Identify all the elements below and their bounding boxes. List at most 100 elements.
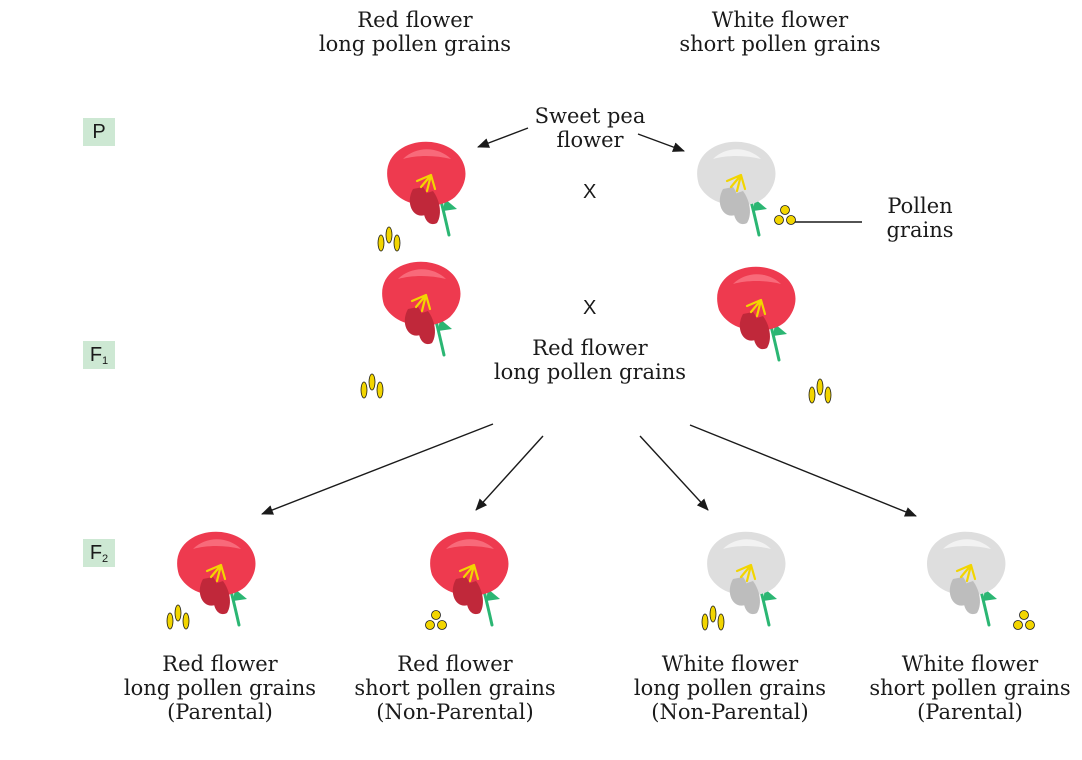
pollen-long-f2-white-long	[701, 605, 725, 631]
f2-2-line3: (Non-Parental)	[376, 700, 534, 724]
pollen-short-f2-white-short	[1013, 610, 1035, 630]
flower-keel-petal	[743, 581, 760, 615]
f2-3-line3: (Non-Parental)	[651, 700, 809, 724]
pollen-grain-long	[376, 381, 384, 399]
pollen-long-f1-left	[360, 373, 384, 399]
generation-p-letter: P	[92, 121, 106, 143]
arrow-to-f2-red-short	[475, 435, 544, 511]
pollen-grain-long	[709, 605, 717, 623]
f1-label: Red flower long pollen grains	[490, 336, 690, 384]
pollen-grain-long	[816, 378, 824, 396]
flower-petal-highlight	[733, 274, 781, 284]
f2-label-white-long: White flower long pollen grains (Non-Par…	[620, 652, 840, 724]
flower-keel-petal	[213, 581, 230, 615]
flower-petal-highlight	[193, 539, 241, 549]
pollen-grain-long	[808, 386, 816, 404]
pollen-line1: Pollen	[887, 194, 953, 218]
flower-keel-petal	[733, 191, 750, 225]
arrow-to-f2-white-long	[639, 435, 709, 511]
pollen-grain-long	[377, 234, 385, 252]
flower-f2-red-long	[177, 531, 256, 627]
pollen-grain-short	[437, 620, 447, 630]
f1-line1: Red flower	[532, 336, 648, 360]
flower-f1-right	[717, 266, 796, 362]
pollen-grain-short	[425, 620, 435, 630]
generation-f1-sub: 1	[102, 355, 109, 367]
flower-p-white	[697, 141, 776, 237]
flower-center	[415, 173, 437, 193]
pollen-grain-short	[1019, 610, 1029, 620]
pollen-grain-long	[717, 613, 725, 631]
parent-red-label: Red flower long pollen grains	[310, 8, 520, 56]
f2-label-red-long: Red flower long pollen grains (Parental)	[110, 652, 330, 724]
flower-petal-highlight	[403, 149, 451, 159]
f1-line2: long pollen grains	[493, 360, 687, 384]
pollen-long-f1-right	[808, 378, 832, 404]
cross-symbol-f1: X	[583, 297, 597, 319]
sweet-pea-line1: Sweet pea	[534, 104, 646, 128]
pollen-grain-long	[701, 613, 709, 631]
pollen-grain-long	[368, 373, 376, 391]
flower-center	[735, 563, 757, 583]
f2-2-line2: short pollen grains	[354, 676, 556, 700]
pollen-grains-label: Pollen grains	[860, 194, 980, 242]
pollen-grain-short	[774, 215, 784, 225]
arrow-to-f2-white-short	[689, 424, 917, 517]
generation-f2-sub: 2	[102, 553, 109, 565]
sweet-pea-label: Sweet pea flower	[510, 104, 670, 152]
flower-keel-petal	[753, 316, 770, 350]
flower-f1-left	[382, 261, 461, 357]
pollen-grain-short	[431, 610, 441, 620]
flower-center	[458, 563, 480, 583]
f2-4-line1: White flower	[901, 652, 1039, 676]
flower-p-red	[387, 141, 466, 237]
flower-petal-highlight	[943, 539, 991, 549]
generation-f2-letter: F	[89, 542, 103, 564]
f2-label-white-short: White flower short pollen grains (Parent…	[858, 652, 1082, 724]
pollen-grain-short	[1013, 620, 1023, 630]
pollen-long-p-red	[377, 226, 401, 252]
f2-1-line3: (Parental)	[167, 700, 273, 724]
f2-4-line2: short pollen grains	[869, 676, 1071, 700]
pollen-grain-long	[182, 612, 190, 630]
flower-f2-white-long	[707, 531, 786, 627]
flower-petal-highlight	[713, 149, 761, 159]
pollen-line2: grains	[886, 218, 954, 242]
flower-keel-petal	[418, 311, 435, 345]
sweet-pea-line2: flower	[556, 128, 624, 152]
f2-2-line1: Red flower	[397, 652, 513, 676]
pollen-grain-short	[786, 215, 796, 225]
flower-center	[205, 563, 227, 583]
flower-petal-highlight	[398, 269, 446, 279]
generation-f1-letter: F	[89, 344, 103, 366]
f2-label-red-short: Red flower short pollen grains (Non-Pare…	[340, 652, 570, 724]
generation-p-badge: P	[83, 118, 115, 146]
pollen-long-f2-red-long	[166, 604, 190, 630]
parent-red-line1: Red flower	[357, 8, 473, 32]
flower-petal-highlight	[723, 539, 771, 549]
arrow-sweet-pea-to-red	[477, 127, 529, 148]
flower-f2-white-short	[927, 531, 1006, 627]
pollen-short-f2-red-short	[425, 610, 447, 630]
f2-1-line2: long pollen grains	[123, 676, 317, 700]
f2-4-line3: (Parental)	[917, 700, 1023, 724]
parent-white-line2: short pollen grains	[679, 32, 881, 56]
pollen-grain-long	[166, 612, 174, 630]
generation-f1-badge: F1	[83, 341, 115, 369]
arrow-sweet-pea-to-white	[637, 133, 685, 152]
flower-center	[410, 293, 432, 313]
arrow-to-f2-red-long	[261, 423, 494, 515]
parent-red-line2: long pollen grains	[318, 32, 512, 56]
pollen-grain-long	[393, 234, 401, 252]
pollen-grain-short	[780, 205, 790, 215]
parent-white-label: White flower short pollen grains	[665, 8, 895, 56]
flower-keel-petal	[423, 191, 440, 225]
pollen-grain-long	[360, 381, 368, 399]
pollen-grain-long	[174, 604, 182, 622]
pollen-short-p-white	[774, 205, 796, 225]
pollen-grain-long	[385, 226, 393, 244]
pollen-grain-short	[1025, 620, 1035, 630]
flower-petal-highlight	[446, 539, 494, 549]
flower-center	[745, 298, 767, 318]
